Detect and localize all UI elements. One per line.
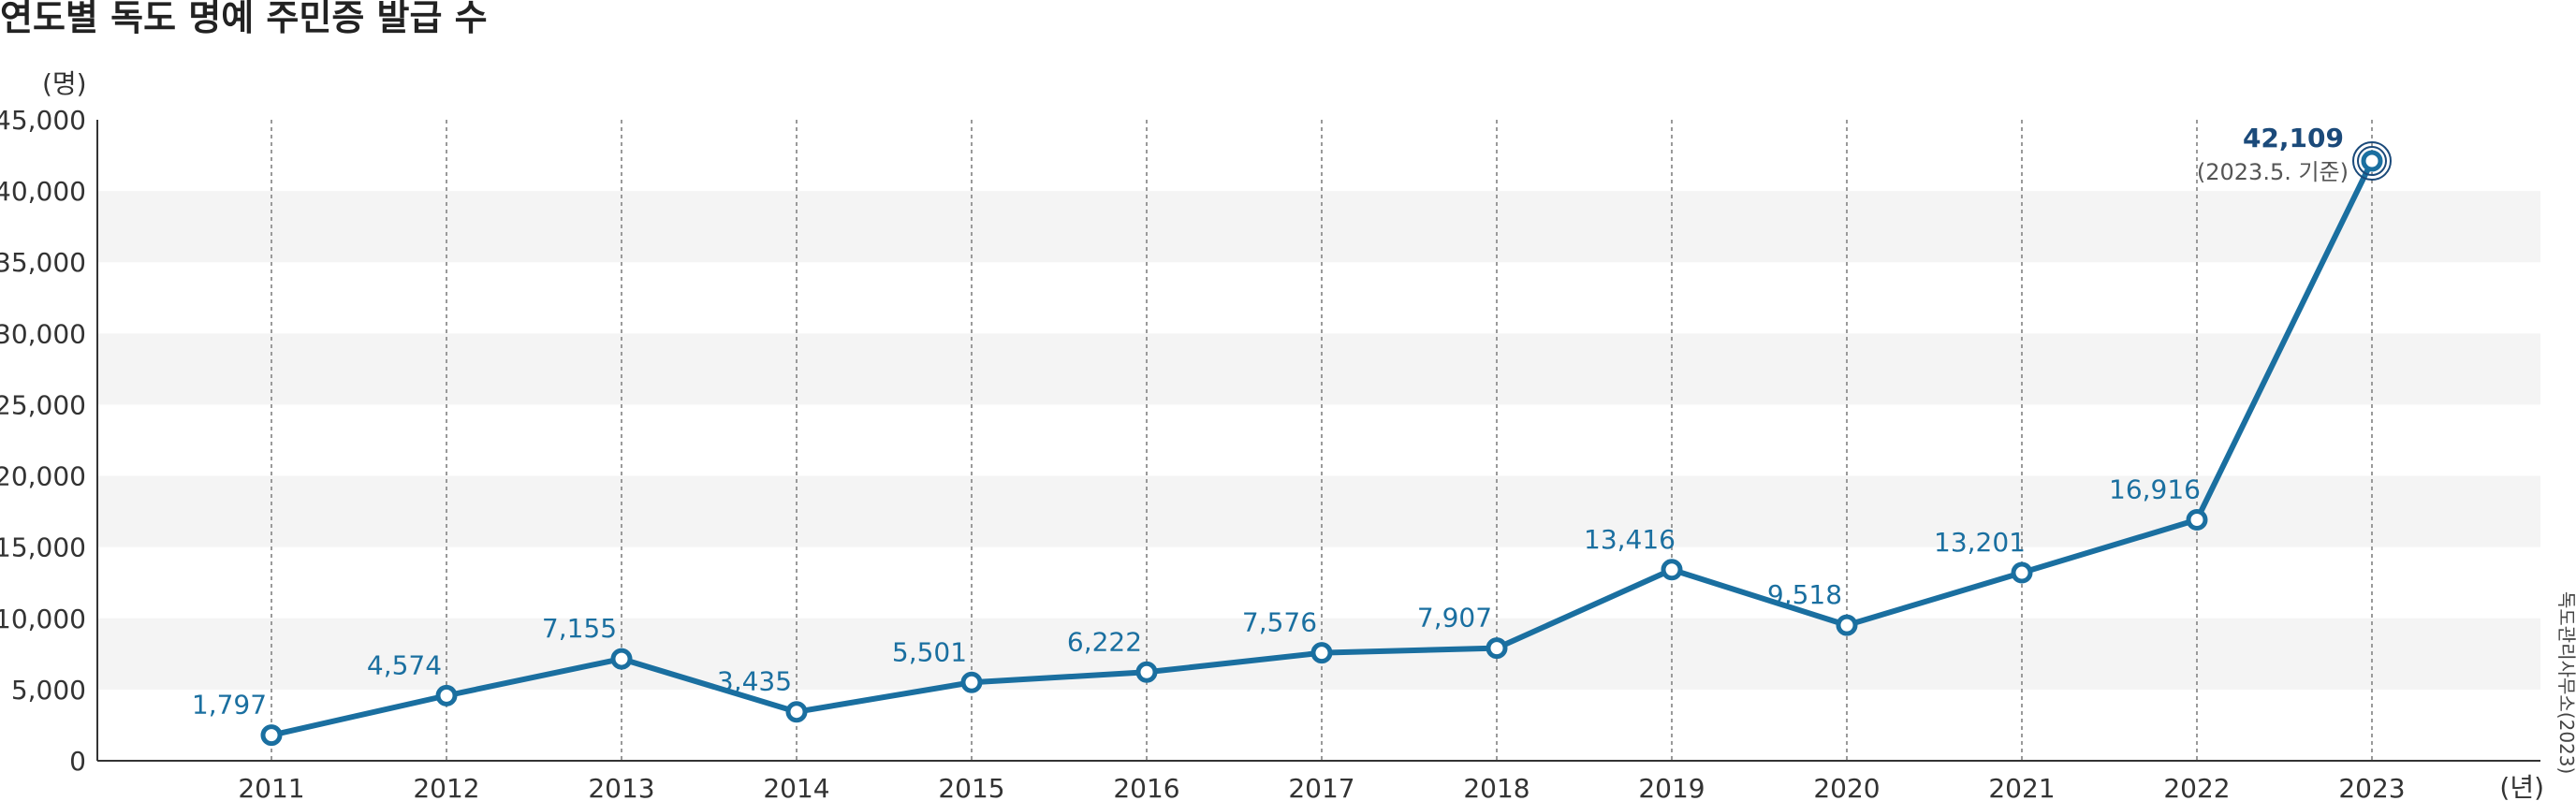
data-label: 7,155 (542, 613, 617, 644)
x-tick-label: 2015 (938, 773, 1004, 801)
x-tick-label: 2012 (413, 773, 479, 801)
y-tick-label: 45,000 (0, 105, 86, 136)
data-label-note: (2023.5. 기준) (2197, 159, 2349, 185)
x-tick-label: 2021 (1988, 773, 2055, 801)
x-tick-label: 2018 (1463, 773, 1530, 801)
x-tick-label: 2011 (238, 773, 304, 801)
x-tick-label: 2020 (1813, 773, 1880, 801)
data-point (435, 684, 458, 706)
highlight-ring (2357, 146, 2387, 177)
data-point (2011, 561, 2033, 584)
y-tick-label: 30,000 (0, 318, 86, 349)
data-point (1661, 559, 1683, 581)
y-tick-label: 20,000 (0, 461, 86, 492)
data-label: 9,518 (1767, 579, 1842, 610)
data-label: 5,501 (892, 636, 967, 667)
data-label: 16,916 (2109, 474, 2201, 505)
y-tick-label: 5,000 (11, 675, 86, 706)
data-point (2361, 150, 2383, 172)
grid-band (97, 475, 2540, 547)
x-tick-label: 2016 (1113, 773, 1179, 801)
data-label: 3,435 (717, 666, 792, 697)
data-label: 13,201 (1934, 527, 2026, 558)
data-point (1135, 661, 1158, 683)
grid-band (97, 191, 2540, 263)
data-label: 4,574 (367, 649, 442, 680)
grid-band (97, 333, 2540, 405)
data-point (1310, 642, 1333, 664)
data-point (1836, 614, 1858, 636)
y-tick-label: 35,000 (0, 247, 86, 278)
x-tick-label: 2022 (2163, 773, 2230, 801)
data-label: 7,907 (1417, 603, 1492, 634)
data-label: 42,109 (2243, 123, 2344, 153)
y-tick-label: 40,000 (0, 176, 86, 207)
data-label: 6,222 (1067, 626, 1142, 657)
x-tick-label: 2019 (1638, 773, 1705, 801)
data-point (260, 724, 283, 747)
x-tick-label: 2013 (588, 773, 654, 801)
data-label: 7,576 (1242, 607, 1317, 638)
data-point (785, 701, 808, 723)
source-note: 독도관리사무소(2023) (2555, 591, 2576, 774)
data-point (2186, 509, 2208, 532)
y-axis-unit: (명) (42, 68, 87, 99)
y-tick-label: 0 (69, 746, 86, 777)
y-tick-label: 25,000 (0, 389, 86, 420)
highlight-ring (2352, 141, 2392, 182)
x-tick-label: 2017 (1288, 773, 1354, 801)
y-tick-label: 15,000 (0, 532, 86, 563)
y-tick-label: 10,000 (0, 604, 86, 634)
data-label: 13,416 (1584, 524, 1676, 555)
data-point (960, 671, 983, 693)
x-axis-unit: (년) (2499, 772, 2544, 801)
data-point (610, 648, 633, 670)
x-tick-label: 2014 (763, 773, 829, 801)
x-tick-label: 2023 (2338, 773, 2405, 801)
data-label: 1,797 (192, 690, 267, 721)
chart-title: 연도별 독도 명예 주민증 발급 수 (0, 0, 488, 38)
data-point (1486, 637, 1508, 660)
